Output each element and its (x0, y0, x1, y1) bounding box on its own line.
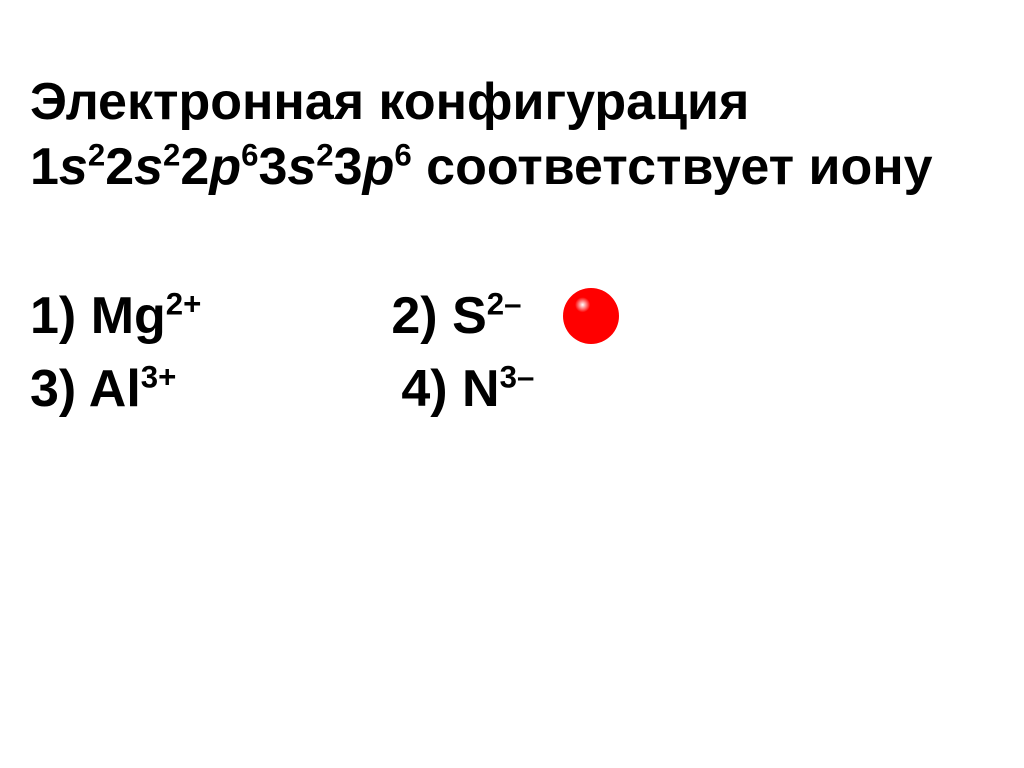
coef: 2 (105, 138, 134, 196)
option-sup: 3– (500, 359, 535, 394)
orbital: s (287, 138, 316, 196)
circle-shape (563, 288, 619, 344)
option-sup: 2+ (166, 287, 202, 322)
option-symbol: S (452, 287, 487, 345)
sup: 2 (163, 138, 180, 173)
sup: 2 (88, 138, 105, 173)
question-suffix: соответствует иону (412, 138, 933, 196)
orbital: s (59, 138, 88, 196)
option-2: 2) S2– (391, 280, 521, 353)
sup: 6 (394, 138, 411, 173)
orbital: p (363, 138, 395, 196)
option-num: 3) (30, 360, 76, 418)
option-sup: 3+ (141, 359, 177, 394)
option-symbol: N (462, 360, 500, 418)
sup: 2 (316, 138, 333, 173)
option-num: 4) (401, 360, 447, 418)
coef: 3 (258, 138, 287, 196)
option-3: 3) Al3+ (30, 353, 176, 426)
option-4: 4) N3– (401, 353, 534, 426)
orbital: s (134, 138, 163, 196)
question-text: Электронная конфигурация 1s22s22p63s23p6… (30, 70, 994, 200)
option-1: 1) Mg2+ (30, 280, 201, 353)
slide: Электронная конфигурация 1s22s22p63s23p6… (0, 0, 1024, 768)
coef: 2 (180, 138, 209, 196)
coef: 1 (30, 138, 59, 196)
coef: 3 (334, 138, 363, 196)
option-sup: 2– (487, 287, 522, 322)
option-symbol: Mg (91, 287, 166, 345)
options-block: 1) Mg2+ 2) S2– (30, 280, 994, 426)
option-num: 2) (391, 287, 437, 345)
question-prefix: Электронная конфигурация (30, 73, 749, 131)
orbital: p (209, 138, 241, 196)
option-symbol: Al (89, 360, 141, 418)
electron-config: 1s22s22p63s23p6 (30, 138, 412, 196)
options-row-1: 1) Mg2+ 2) S2– (30, 280, 994, 353)
circle-icon (561, 286, 621, 346)
correct-marker (561, 286, 621, 346)
options-row-2: 3) Al3+ 4) N3– (30, 353, 994, 426)
option-num: 1) (30, 287, 76, 345)
sup: 6 (241, 138, 258, 173)
